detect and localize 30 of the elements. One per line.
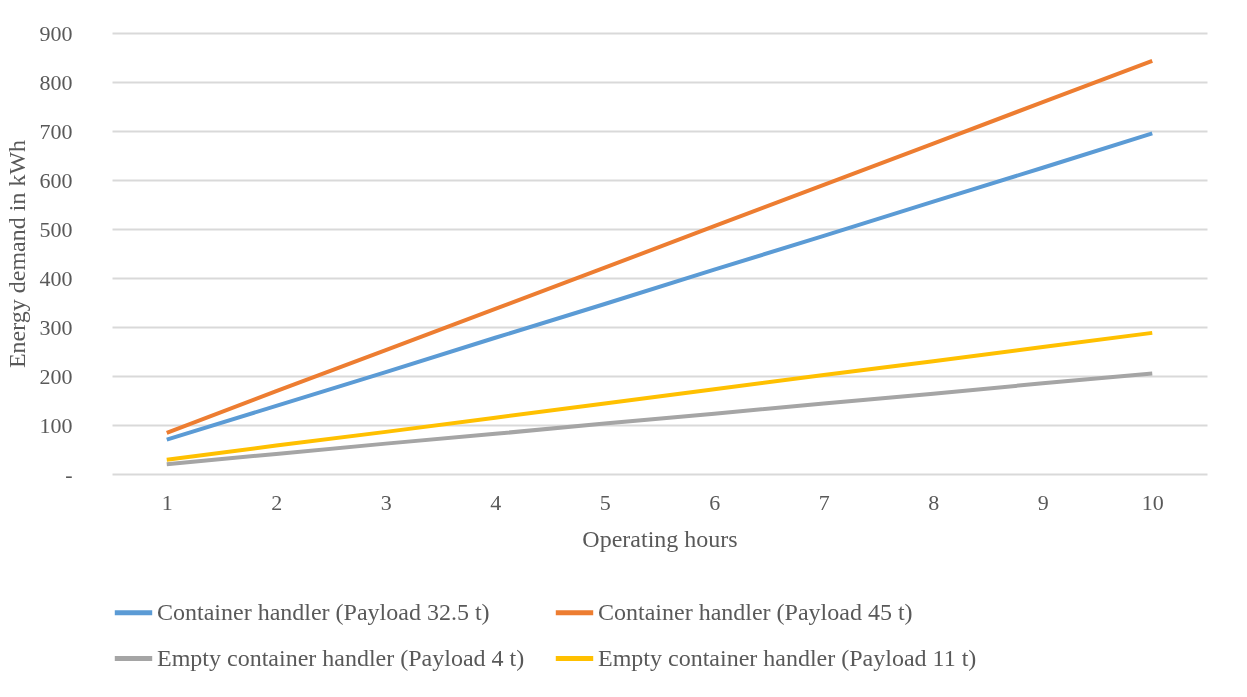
y-tick-label: 700 [39, 118, 73, 144]
line-series [164, 131, 1155, 442]
line-series [164, 371, 1155, 467]
y-tick-label: 600 [39, 167, 73, 193]
y-tick-label: 400 [39, 265, 73, 291]
x-tick-label: 8 [928, 489, 940, 515]
y-tick-label: 100 [39, 412, 73, 438]
line-series [164, 330, 1155, 462]
x-tick-label: 3 [380, 489, 392, 515]
y-tick-label: 200 [39, 363, 73, 389]
y-tick-label: 800 [39, 69, 73, 95]
x-tick-label: 10 [1141, 489, 1164, 515]
y-tick-label: 900 [39, 20, 73, 46]
x-tick-label: 2 [271, 489, 283, 515]
legend-label: Empty container handler (Payload 4 t) [157, 644, 525, 671]
y-tick-label: - [65, 461, 73, 487]
y-tick-label: 500 [39, 216, 73, 242]
x-tick-label: 6 [709, 489, 721, 515]
x-tick-label: 1 [161, 489, 173, 515]
x-tick-label: 7 [818, 489, 830, 515]
x-tick-label: 9 [1037, 489, 1049, 515]
x-tick-label: 4 [490, 489, 502, 515]
legend-label: Container handler (Payload 45 t) [598, 598, 913, 625]
line-series [164, 58, 1155, 435]
legend-label: Empty container handler (Payload 11 t) [598, 644, 977, 671]
x-tick-label: 5 [599, 489, 611, 515]
legend-label: Container handler (Payload 32.5 t) [157, 598, 490, 625]
y-axis-title: Energy demand in kWh [3, 139, 30, 369]
x-axis-title: Operating hours [582, 525, 738, 552]
y-tick-label: 300 [39, 314, 73, 340]
